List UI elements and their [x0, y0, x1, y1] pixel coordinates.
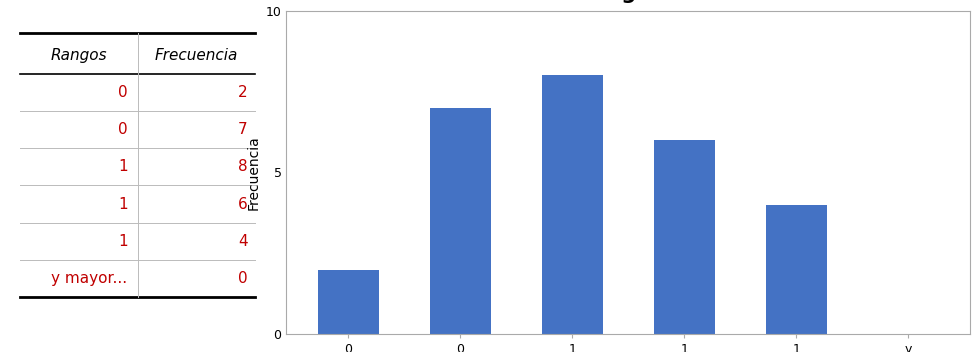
- Y-axis label: Frecuencia: Frecuencia: [246, 135, 260, 210]
- Text: 6: 6: [238, 196, 248, 212]
- Text: Frecuencia: Frecuencia: [155, 48, 238, 63]
- Text: Rangos: Rangos: [51, 48, 107, 63]
- Bar: [318, 270, 379, 334]
- Bar: [429, 108, 491, 334]
- Text: 0: 0: [118, 85, 127, 100]
- Text: 1: 1: [118, 159, 127, 174]
- Text: 8: 8: [238, 159, 248, 174]
- Text: 7: 7: [238, 122, 248, 137]
- Bar: [654, 140, 715, 334]
- Text: y mayor...: y mayor...: [51, 271, 127, 286]
- Bar: [542, 75, 603, 334]
- Bar: [765, 205, 827, 334]
- Text: 0: 0: [238, 271, 248, 286]
- Text: 4: 4: [238, 234, 248, 249]
- Title: Histograma: Histograma: [561, 0, 697, 4]
- Text: 1: 1: [118, 234, 127, 249]
- Text: 2: 2: [238, 85, 248, 100]
- Text: 0: 0: [118, 122, 127, 137]
- Text: 1: 1: [118, 196, 127, 212]
